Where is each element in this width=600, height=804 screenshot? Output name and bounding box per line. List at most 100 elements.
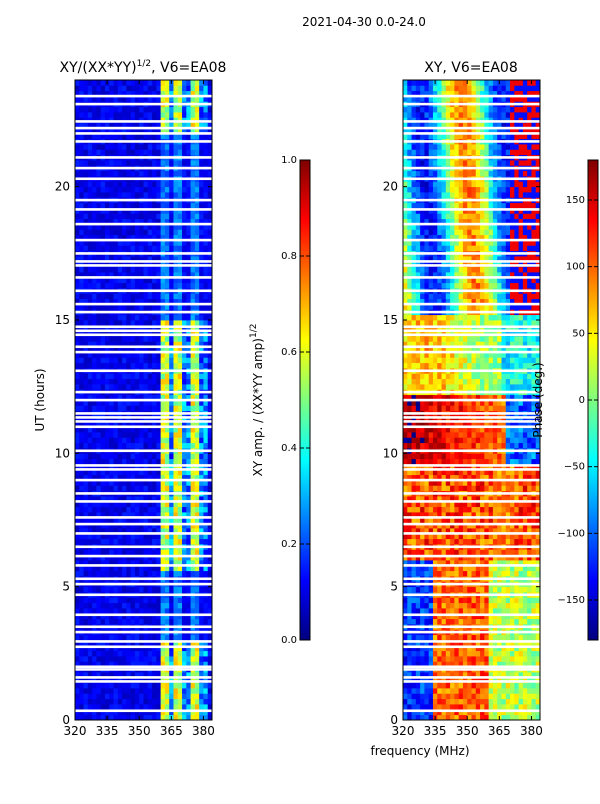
heatmap-cell [186, 459, 191, 465]
heatmap-cell [156, 549, 161, 555]
heatmap-cell [96, 587, 101, 593]
heatmap-cell [182, 363, 187, 369]
heatmap-cell [101, 357, 106, 363]
heatmap-cell [476, 704, 481, 710]
heatmap-cell [139, 357, 144, 363]
heatmap-cell [178, 245, 183, 251]
heatmap-cell [186, 379, 191, 385]
heatmap-cell [531, 597, 536, 603]
heatmap-cell [199, 608, 204, 614]
heatmap-cell [139, 293, 144, 299]
heatmap-cell [92, 181, 97, 187]
heatmap-cell [484, 597, 489, 603]
heatmap-cell [165, 357, 170, 363]
heatmap-cell [424, 597, 429, 603]
y-tick-label: 5 [62, 580, 70, 594]
heatmap-cell [514, 656, 519, 662]
heatmap-cell [182, 608, 187, 614]
heatmap-cell [493, 688, 498, 694]
heatmap-cell [75, 357, 80, 363]
heatmap-cell [139, 688, 144, 694]
heatmap-cell [186, 704, 191, 710]
heatmap-cell [484, 603, 489, 609]
heatmap-cell [173, 507, 178, 513]
heatmap-cell [152, 181, 157, 187]
heatmap-cell [79, 192, 84, 198]
heatmap-cell [161, 539, 166, 545]
heatmap-cell [459, 704, 464, 710]
heatmap-cell [165, 213, 170, 219]
heatmap-cell [114, 373, 119, 379]
heatmap-cell [510, 635, 515, 641]
heatmap-cell [203, 459, 208, 465]
heatmap-cell [152, 699, 157, 705]
heatmap-cell [126, 187, 131, 193]
heatmap-cell [114, 597, 119, 603]
heatmap-cell [429, 619, 434, 625]
heatmap-cell [489, 656, 494, 662]
heatmap-cell [135, 539, 140, 545]
heatmap-cell [96, 437, 101, 443]
heatmap-cell [118, 635, 123, 641]
heatmap-cell [114, 683, 119, 689]
heatmap-cell [203, 357, 208, 363]
heatmap-cell [126, 597, 131, 603]
heatmap-cell [96, 160, 101, 166]
heatmap-cell [442, 597, 447, 603]
heatmap-cell [173, 571, 178, 577]
heatmap-cell [191, 656, 196, 662]
heatmap-cell [75, 635, 80, 641]
heatmap-cell [148, 144, 153, 150]
flagged-row [75, 223, 212, 226]
heatmap-cell [199, 187, 204, 193]
heatmap-cell [114, 443, 119, 449]
heatmap-cell [139, 283, 144, 289]
heatmap-cell [79, 656, 84, 662]
heatmap-cell [88, 453, 93, 459]
heatmap-cell [144, 443, 149, 449]
heatmap-cell [79, 267, 84, 273]
heatmap-cell [109, 357, 114, 363]
heatmap-cell [101, 320, 106, 326]
heatmap-cell [420, 688, 425, 694]
heatmap-cell [131, 587, 136, 593]
heatmap-cell [84, 405, 89, 411]
heatmap-cell [437, 603, 442, 609]
heatmap-cell [109, 373, 114, 379]
heatmap-cell [182, 693, 187, 699]
heatmap-cell [484, 549, 489, 555]
heatmap-cell [182, 315, 187, 321]
heatmap-cell [101, 587, 106, 593]
heatmap-cell [203, 187, 208, 193]
heatmap-cell [186, 315, 191, 321]
heatmap-cell [79, 171, 84, 177]
heatmap-cell [118, 549, 123, 555]
heatmap-cell [182, 384, 187, 390]
heatmap-cell [519, 688, 524, 694]
flagged-row [75, 95, 212, 98]
heatmap-cell [114, 459, 119, 465]
heatmap-cell [191, 432, 196, 438]
heatmap-cell [114, 320, 119, 326]
heatmap-cell [126, 651, 131, 657]
flagged-row [75, 177, 212, 180]
heatmap-cell [420, 571, 425, 577]
heatmap-cell [186, 597, 191, 603]
heatmap-cell [510, 549, 515, 555]
heatmap-cell [442, 693, 447, 699]
heatmap-cell [412, 683, 417, 689]
heatmap-cell [173, 432, 178, 438]
heatmap-cell [454, 704, 459, 710]
heatmap-cell [122, 699, 127, 705]
heatmap-cell [135, 453, 140, 459]
flagged-row [75, 276, 212, 279]
heatmap-cell [203, 507, 208, 513]
heatmap-cell [165, 373, 170, 379]
heatmap-cell [156, 507, 161, 513]
heatmap-cell [135, 373, 140, 379]
heatmap-cell [182, 453, 187, 459]
heatmap-cell [75, 160, 80, 166]
heatmap-cell [122, 587, 127, 593]
heatmap-cell [156, 587, 161, 593]
heatmap-cell [484, 656, 489, 662]
